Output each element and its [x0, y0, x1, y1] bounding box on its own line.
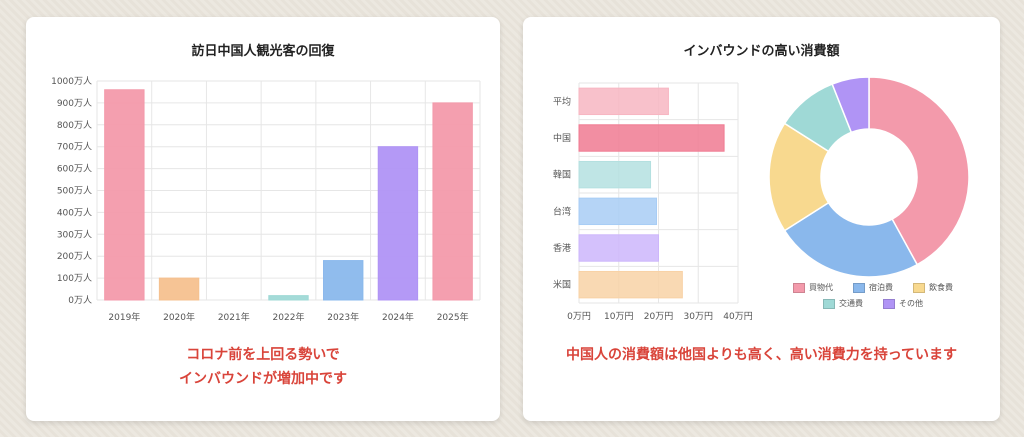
- donut-legend: 買物代 宿泊費 飲食費交通費 その他: [793, 282, 973, 312]
- bar-2025年: [432, 102, 473, 301]
- bar-平均: [578, 87, 669, 116]
- legend-swatch: [913, 282, 925, 293]
- legend-item[interactable]: 宿泊費: [853, 282, 893, 293]
- y-tick-label: 中国: [553, 132, 571, 144]
- legend-item[interactable]: 買物代: [793, 282, 833, 293]
- y-tick-label: 香港: [553, 242, 571, 254]
- legend-item[interactable]: 飲食費: [913, 282, 953, 293]
- legend-label: 宿泊費: [869, 283, 893, 292]
- y-tick-label: 米国: [553, 279, 571, 291]
- x-tick-label: 2019年: [108, 311, 140, 323]
- x-tick-label: 2020年: [163, 311, 195, 323]
- bar-2024年: [377, 146, 419, 301]
- recovery-chart-card: 訪日中国人観光客の回復 0万人 100万人 200万人 300万人 400万人 500万人…: [26, 17, 500, 421]
- recovery-caption-line-2: インバウンドが増加中です: [179, 371, 347, 387]
- bar-2019年: [104, 89, 145, 301]
- slice-宿泊費: [783, 201, 919, 278]
- legend-swatch: [853, 282, 865, 293]
- x-tick-label: 2023年: [327, 311, 359, 323]
- x-tick-label: 30万円: [684, 311, 713, 322]
- x-tick-label: 10万円: [604, 311, 633, 322]
- slice-その他: [831, 76, 870, 134]
- legend-label: 買物代: [809, 283, 833, 292]
- recovery-chart-title: 訪日中国人観光客の回復: [191, 44, 335, 59]
- bar-香港: [578, 234, 659, 262]
- x-tick-label: 0万円: [567, 311, 591, 322]
- y-tick-label: 400万人: [57, 207, 92, 218]
- y-tick-label: 200万人: [57, 251, 92, 262]
- x-tick-label: 20万円: [644, 311, 673, 322]
- y-tick-label: 800万人: [57, 120, 92, 131]
- y-tick-label: 300万人: [57, 229, 92, 240]
- legend-item[interactable]: 交通費: [823, 298, 863, 309]
- x-tick-label: 2025年: [437, 311, 469, 323]
- y-tick-label: 台湾: [553, 205, 571, 217]
- x-tick-label: 2022年: [273, 311, 305, 323]
- bar-2020年: [158, 277, 200, 301]
- y-tick-label: 700万人: [57, 142, 92, 153]
- bar-中国: [578, 124, 725, 152]
- bar-韓国: [578, 160, 652, 189]
- y-tick-label: 平均: [553, 95, 571, 107]
- legend-swatch: [793, 282, 805, 293]
- bar-台湾: [578, 197, 658, 226]
- y-tick-label: 0万人: [68, 295, 92, 306]
- legend-label: 交通費: [839, 299, 863, 308]
- y-tick-label: 韓国: [553, 170, 571, 181]
- legend-swatch: [883, 298, 895, 309]
- legend-item[interactable]: その他: [883, 298, 923, 309]
- x-tick-label: 40万円: [723, 311, 752, 322]
- x-tick-label: 2021年: [218, 311, 250, 323]
- legend-swatch: [823, 298, 835, 309]
- y-tick-label: 600万人: [57, 164, 92, 175]
- recovery-caption: コロナ前を上回る勢いで インバウンドが増加中です: [26, 343, 500, 391]
- legend-label: 飲食費: [929, 283, 953, 292]
- spending-chart-card: インバウンドの高い消費額 0万円 10万円 20万円 30万円 40万円 平均中国韓国台湾…: [523, 17, 1000, 421]
- bar-2023年: [323, 260, 364, 301]
- y-tick-label: 100万人: [57, 273, 92, 284]
- slice-買物代: [868, 76, 970, 266]
- recovery-caption-line-1: コロナ前を上回る勢いで: [186, 347, 340, 363]
- recovery-bar-chart: 0万人 100万人 200万人 300万人 400万人 500万人 600万人 700万人 80…: [51, 76, 481, 323]
- y-tick-label: 500万人: [57, 186, 92, 197]
- spending-donut-chart: [768, 76, 970, 278]
- x-tick-label: 2024年: [382, 311, 414, 323]
- y-tick-label: 900万人: [57, 98, 92, 109]
- bar-米国: [578, 270, 683, 299]
- legend-label: その他: [899, 299, 923, 308]
- spending-chart-title: インバウンドの高い消費額: [683, 44, 840, 59]
- bar-2022年: [268, 295, 309, 301]
- spending-caption: 中国人の消費額は他国よりも高く、高い消費力を持っています: [565, 347, 958, 363]
- y-tick-label: 1000万人: [51, 76, 92, 87]
